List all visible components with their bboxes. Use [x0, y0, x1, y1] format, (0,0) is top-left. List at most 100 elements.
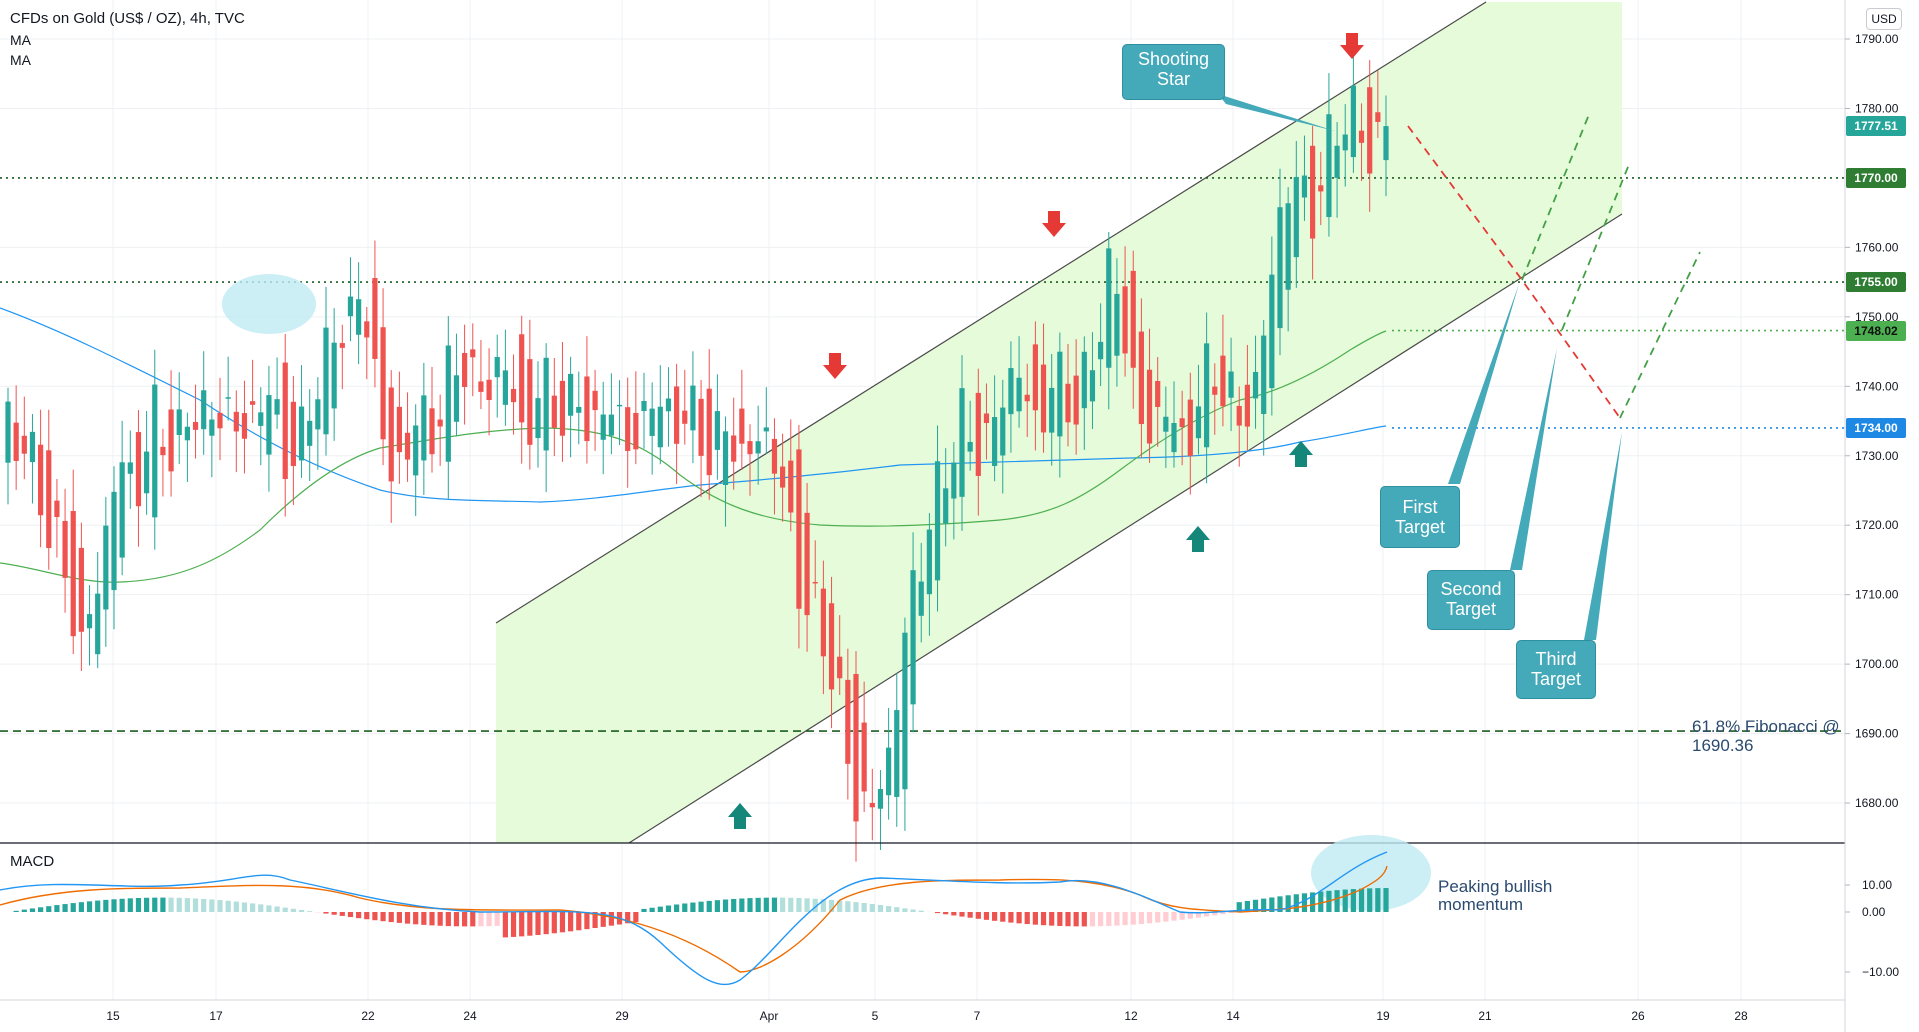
candle-body: [510, 388, 517, 403]
candle-body: [323, 327, 329, 435]
macd-bar: [584, 912, 590, 930]
macd-bar: [103, 899, 109, 912]
macd-bar: [649, 907, 655, 912]
time-tick-label: 12: [1124, 1009, 1138, 1023]
candle-body: [1204, 343, 1210, 448]
macd-bar: [690, 902, 696, 912]
time-tick-label: 21: [1478, 1009, 1492, 1023]
candle-body: [364, 321, 370, 338]
price-tick-label: 1710.00: [1855, 588, 1899, 602]
macd-bar: [877, 904, 884, 912]
candle-body: [396, 406, 402, 453]
macd-tick-label: 0.00: [1862, 905, 1886, 919]
time-tick-label: Apr: [760, 1009, 779, 1023]
indicator-ma-1[interactable]: MA: [10, 32, 31, 48]
up-arrow-icon: [1289, 441, 1313, 467]
candle-body: [1081, 351, 1087, 409]
candle-body: [209, 419, 215, 436]
candle-body: [78, 547, 84, 632]
candle-body: [54, 500, 60, 517]
candle-body: [176, 409, 182, 435]
macd-bar: [478, 912, 484, 927]
down-arrow-icon: [823, 353, 847, 379]
time-tick-label: 29: [615, 1009, 629, 1023]
macd-bar: [812, 898, 818, 912]
candle-body: [201, 390, 207, 430]
candle-body: [592, 390, 598, 411]
candlesticks: [5, 43, 1389, 862]
third-target-pointer: [1584, 432, 1622, 640]
candle-body: [820, 588, 826, 657]
macd-bar: [1358, 888, 1365, 912]
indicator-ma-2[interactable]: MA: [10, 52, 31, 68]
macd-bar: [1367, 888, 1373, 912]
macd-bar: [788, 897, 794, 912]
macd-tick-label: 10.00: [1862, 878, 1892, 892]
currency-button[interactable]: USD: [1866, 8, 1902, 30]
highlight-ellipse-top: [222, 274, 316, 334]
macd-bar: [1122, 912, 1128, 926]
macd-bar: [747, 898, 753, 912]
time-tick-label: 15: [106, 1009, 120, 1023]
macd-bar: [1024, 912, 1030, 925]
candle-body: [788, 460, 794, 513]
candle-body: [470, 349, 476, 358]
candle-body: [1277, 207, 1283, 329]
candle-body: [168, 409, 174, 472]
candle-body: [266, 395, 272, 455]
candle-body: [755, 441, 761, 454]
channel-upper-line: [495, 1, 1487, 624]
macd-bar: [951, 912, 957, 916]
macd-bar: [1244, 900, 1250, 912]
macd-bar: [339, 912, 345, 916]
time-axis: 15 17 22 24 29 Apr 5 7 12 14 19 21 26 28: [106, 1009, 1748, 1023]
channel-lower-line: [628, 213, 1623, 844]
price-axis: 1790.00 1780.00 1760.00 1750.00 1740.00 1730.…: [1845, 32, 1899, 810]
candle-body: [95, 593, 101, 655]
macd-bar: [771, 897, 778, 912]
macd-bar: [356, 912, 362, 919]
macd-bar: [209, 899, 215, 912]
macd-bar: [967, 912, 973, 918]
candle-body: [290, 401, 296, 466]
first-target-callout: First Target: [1380, 486, 1460, 548]
candle-body: [135, 432, 142, 507]
candle-body: [62, 520, 68, 578]
price-tick-label: 1690.00: [1855, 727, 1899, 741]
macd-bar: [959, 912, 965, 917]
macd-bar: [502, 912, 508, 938]
macd-bar: [38, 907, 44, 912]
macd-bar: [1212, 912, 1218, 916]
candle-body: [13, 422, 19, 461]
macd-bar: [894, 907, 900, 912]
candle-body: [1114, 293, 1120, 356]
macd-bar: [576, 912, 582, 931]
macd-bar: [421, 912, 427, 925]
macd-bar: [1089, 912, 1096, 927]
macd-bar: [95, 900, 101, 912]
macd-bar: [388, 912, 394, 923]
macd-bar: [943, 912, 949, 915]
macd-bar: [1269, 897, 1275, 912]
macd-bar: [992, 912, 998, 921]
macd-bar: [1375, 888, 1381, 912]
candle-body: [894, 710, 900, 797]
macd-bar: [1228, 912, 1234, 913]
candle-body: [649, 408, 655, 436]
macd-bar: [641, 908, 647, 912]
candle-body: [241, 413, 248, 439]
macd-bar: [845, 901, 851, 912]
macd-bar: [853, 902, 859, 912]
second-target-pointer: [1510, 348, 1557, 570]
highlight-ellipse-macd: [1311, 835, 1431, 911]
macd-bar: [633, 912, 639, 923]
macd-bar: [706, 900, 712, 912]
macd-bar: [282, 907, 288, 912]
macd-bar: [674, 904, 680, 912]
candle-body: [1057, 351, 1063, 437]
candle-body: [494, 356, 500, 378]
candle-body: [144, 451, 150, 494]
time-tick-label: 28: [1734, 1009, 1748, 1023]
macd-bar: [1000, 912, 1006, 922]
candle-body: [478, 381, 484, 392]
